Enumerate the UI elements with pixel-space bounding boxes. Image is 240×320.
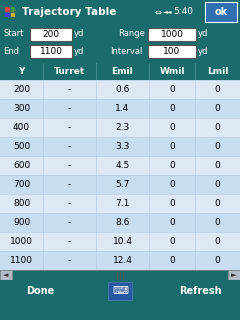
- Text: 200: 200: [13, 85, 30, 94]
- Bar: [0, 213, 240, 232]
- Bar: [0, 99, 240, 118]
- Bar: [148, 28, 196, 41]
- Bar: [228, 270, 240, 280]
- Bar: [0, 270, 12, 280]
- Text: 1.4: 1.4: [115, 104, 130, 113]
- Text: Lmil: Lmil: [207, 67, 228, 76]
- Text: 0.6: 0.6: [115, 85, 130, 94]
- Text: Range: Range: [118, 29, 145, 38]
- Text: Turret: Turret: [54, 67, 85, 76]
- Text: End: End: [3, 46, 19, 55]
- Bar: [148, 45, 196, 58]
- Text: 1000: 1000: [161, 30, 184, 39]
- Bar: [0, 156, 240, 175]
- Text: yd: yd: [74, 46, 84, 55]
- Text: 0: 0: [215, 85, 220, 94]
- Text: 12.4: 12.4: [113, 256, 132, 265]
- Text: ⇔: ⇔: [155, 7, 162, 17]
- Text: 0: 0: [169, 237, 175, 246]
- Text: 0: 0: [169, 256, 175, 265]
- Bar: [5, 7, 10, 12]
- Text: 8.6: 8.6: [115, 218, 130, 227]
- Text: 5:40: 5:40: [173, 7, 193, 17]
- Bar: [205, 2, 237, 22]
- Text: Refresh: Refresh: [179, 286, 221, 296]
- Text: 2.3: 2.3: [115, 123, 130, 132]
- Text: 0: 0: [169, 180, 175, 189]
- Text: 200: 200: [42, 30, 60, 39]
- Text: ►: ►: [231, 272, 237, 278]
- Bar: [108, 282, 132, 300]
- Bar: [11, 12, 15, 17]
- Text: 0: 0: [169, 161, 175, 170]
- Text: -: -: [68, 180, 71, 189]
- Bar: [0, 118, 240, 137]
- Text: -: -: [68, 161, 71, 170]
- Bar: [0, 232, 240, 251]
- Text: -: -: [68, 199, 71, 208]
- Text: 0: 0: [215, 180, 220, 189]
- Text: Emil: Emil: [112, 67, 133, 76]
- Text: 900: 900: [13, 218, 30, 227]
- Text: 0: 0: [215, 199, 220, 208]
- Text: 5.7: 5.7: [115, 180, 130, 189]
- Text: 1000: 1000: [10, 237, 33, 246]
- Text: Trajectory Table: Trajectory Table: [22, 7, 116, 17]
- Text: 4.5: 4.5: [115, 161, 130, 170]
- Text: -: -: [68, 256, 71, 265]
- Text: 400: 400: [13, 123, 30, 132]
- Text: 0: 0: [169, 218, 175, 227]
- Bar: [11, 7, 15, 12]
- Text: ok: ok: [214, 7, 228, 17]
- Text: 600: 600: [13, 161, 30, 170]
- Text: 0: 0: [169, 104, 175, 113]
- Bar: [0, 194, 240, 213]
- Text: 0: 0: [169, 199, 175, 208]
- Text: Start: Start: [3, 29, 23, 38]
- Text: 3.3: 3.3: [115, 142, 130, 151]
- Text: ⌨: ⌨: [112, 286, 128, 296]
- Bar: [0, 251, 240, 270]
- Text: -: -: [68, 142, 71, 151]
- Bar: [0, 80, 240, 99]
- Text: yd: yd: [198, 29, 208, 38]
- Text: 0: 0: [215, 104, 220, 113]
- Text: Wmil: Wmil: [159, 67, 185, 76]
- Text: 1100: 1100: [40, 47, 62, 56]
- Text: 0: 0: [169, 142, 175, 151]
- Text: 0: 0: [169, 85, 175, 94]
- Text: Interval: Interval: [110, 46, 142, 55]
- Text: Done: Done: [26, 286, 54, 296]
- Text: -: -: [68, 218, 71, 227]
- Text: 0: 0: [215, 123, 220, 132]
- Text: ◄: ◄: [3, 272, 9, 278]
- Text: 700: 700: [13, 180, 30, 189]
- Bar: [0, 175, 240, 194]
- Text: 100: 100: [163, 47, 181, 56]
- Text: ◄◄: ◄◄: [163, 10, 173, 14]
- Text: 0: 0: [215, 218, 220, 227]
- Text: -: -: [68, 104, 71, 113]
- Text: 10.4: 10.4: [113, 237, 132, 246]
- Text: 800: 800: [13, 199, 30, 208]
- Text: -: -: [68, 237, 71, 246]
- Text: 1100: 1100: [10, 256, 33, 265]
- Bar: [5, 12, 10, 17]
- Text: 0: 0: [215, 142, 220, 151]
- Bar: [30, 28, 72, 41]
- Text: 0: 0: [215, 256, 220, 265]
- Text: 0: 0: [215, 161, 220, 170]
- Bar: [0, 137, 240, 156]
- Text: -: -: [68, 123, 71, 132]
- Text: 0: 0: [215, 237, 220, 246]
- Text: 500: 500: [13, 142, 30, 151]
- Text: yd: yd: [74, 29, 84, 38]
- Text: 7.1: 7.1: [115, 199, 130, 208]
- Text: 0: 0: [169, 123, 175, 132]
- Bar: [30, 45, 72, 58]
- Text: Y: Y: [18, 67, 25, 76]
- Text: 300: 300: [13, 104, 30, 113]
- Text: -: -: [68, 85, 71, 94]
- Text: yd: yd: [198, 46, 208, 55]
